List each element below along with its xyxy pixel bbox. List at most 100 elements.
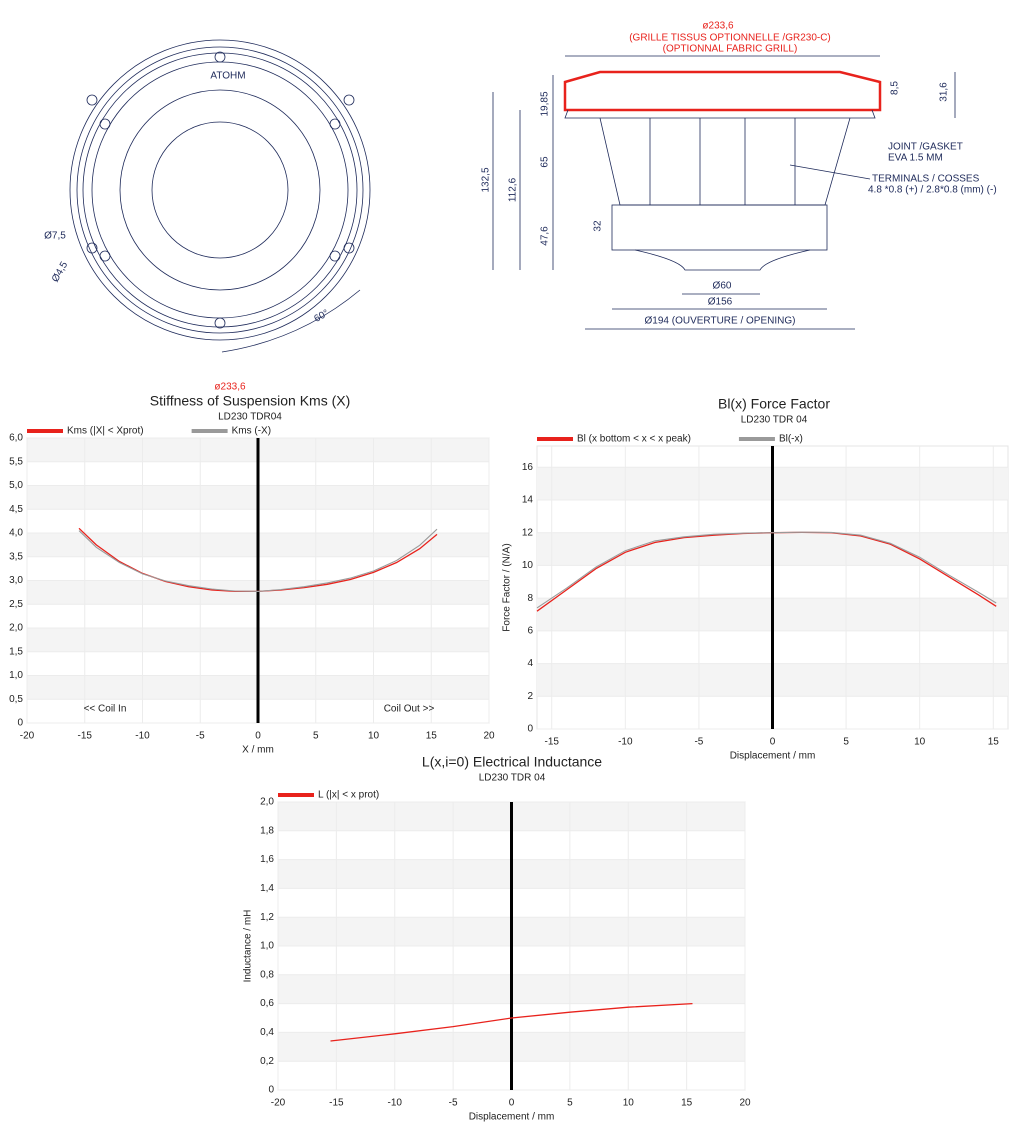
y-tick-label: 0,5 [9,694,23,705]
y-tick-label: 3,0 [9,575,23,586]
y-tick-label: 1,5 [9,646,23,657]
chart-title: L(x,i=0) Electrical Inductance [422,754,602,770]
side-view: ø233,6 (GRILLE TISSUS OPTIONNELLE /GR230… [481,21,997,330]
x-tick-label: 20 [483,731,495,742]
x-axis-label: Displacement / mm [469,1112,555,1123]
x-tick-label: -10 [135,731,150,742]
x-tick-label: 10 [914,737,926,748]
series-line [78,528,438,592]
note: JOINT /GASKET [888,142,963,153]
y-tick-label: 3,5 [9,551,23,562]
y-tick-label: 2,0 [9,623,23,634]
y-tick-label: 0,8 [260,969,274,980]
dimension: 112,6 [508,177,519,202]
dimension: 8,5 [890,81,901,95]
chart: 0 0,5 1,0 1,5 2,0 2,5 3,0 3,5 4,0 4,5 5,0 5,5 6,0 -20… [9,393,495,756]
series-line [536,531,997,609]
y-tick-label: 4,0 [9,528,23,539]
dimension: 132,5 [481,167,492,192]
x-tick-label: 15 [426,731,438,742]
x-tick-label: -5 [694,737,703,748]
chart-subtitle: LD230 TDR 04 [741,415,808,426]
x-tick-label: -15 [329,1098,344,1109]
y-tick-label: 1,0 [260,941,274,952]
dimension: 31,6 [939,82,950,102]
x-tick-label: 15 [988,737,1000,748]
legend-label: Kms (|X| < Xprot) [67,426,144,437]
legend-label: Kms (-X) [232,426,271,437]
x-tick-label: -5 [196,731,205,742]
y-tick-label: 1,6 [260,854,274,865]
y-tick-label: 5,5 [9,456,23,467]
x-tick-label: 20 [739,1098,751,1109]
x-tick-label: 0 [770,737,776,748]
x-tick-label: 0 [255,731,261,742]
dimension: Ø4,5 [50,260,71,285]
y-axis-label: Inductance / mH [243,910,254,983]
note: 4.8 *0.8 (+) / 2.8*0.8 (mm) (-) [868,185,997,196]
x-tick-label: 5 [313,731,319,742]
dimension: Ø156 [708,297,733,308]
x-tick-label: -20 [271,1098,286,1109]
chart: 0 2 4 6 8 10 12 14 16 -15 -10 -5 0 5 10 15 Bl(x) Force F… [502,396,1009,762]
y-tick-label: 2 [527,691,533,702]
chart-subtitle: LD230 TDR04 [218,412,282,423]
y-axis-label: Force Factor / (N/A) [502,543,513,631]
y-tick-label: 1,0 [9,670,23,681]
annotation: Coil Out >> [384,704,435,715]
y-tick-label: 16 [522,462,534,473]
y-tick-label: 10 [522,560,534,571]
y-tick-label: 6,0 [9,433,23,444]
note: EVA 1.5 MM [888,153,943,164]
y-tick-label: 1,4 [260,883,274,894]
series-line [330,1002,693,1042]
y-tick-label: 14 [522,495,534,506]
y-tick-label: 4 [527,658,533,669]
note: (OPTIONNAL FABRIC GRILL) [663,44,798,55]
y-tick-label: 0,6 [260,998,274,1009]
logo: ATOHM [210,71,245,82]
legend-label: Bl(-x) [779,434,803,445]
annotation: << Coil In [84,704,127,715]
x-tick-label: 10 [368,731,380,742]
x-tick-label: -10 [388,1098,403,1109]
note: TERMINALS / COSSES [872,174,980,185]
x-tick-label: -5 [449,1098,458,1109]
y-tick-label: 0 [527,724,533,735]
x-axis-label: X / mm [242,745,274,756]
dimension: 60° [312,308,331,325]
chart-title: Bl(x) Force Factor [718,396,830,412]
dimension: Ø7,5 [44,231,66,242]
y-tick-label: 2,0 [260,797,274,808]
y-tick-label: 6 [527,625,533,636]
x-tick-label: -20 [20,731,35,742]
legend-label: Bl (x bottom < x < x peak) [577,434,691,445]
x-axis-label: Displacement / mm [730,751,816,762]
chart-subtitle: LD230 TDR 04 [479,773,546,784]
dimension: 47,6 [540,226,551,246]
y-tick-label: 4,5 [9,504,23,515]
dimension: 19,85 [540,91,551,116]
x-tick-label: 0 [509,1098,515,1109]
y-tick-label: 0,2 [260,1056,274,1067]
front-view: ATOHM Ø7,5 Ø4,5 60° [44,39,371,353]
legend-label: L (|x| < x prot) [318,790,379,801]
x-tick-label: 15 [681,1098,693,1109]
y-tick-label: 1,2 [260,912,274,923]
y-tick-label: 0 [268,1085,274,1096]
dimension: ø233,6 [702,21,734,32]
dimension: 32 [593,220,604,232]
dimension: Ø194 (OUVERTURE / OPENING) [645,316,796,327]
stray-label: ø233,6 [214,382,246,393]
y-tick-label: 2,5 [9,599,23,610]
y-tick-label: 12 [522,527,534,538]
x-tick-label: -15 [78,731,93,742]
x-tick-label: 5 [567,1098,573,1109]
x-tick-label: -10 [618,737,633,748]
dimension: Ø60 [713,281,732,292]
y-tick-label: 0,4 [260,1027,274,1038]
dimension: 65 [540,156,551,168]
y-tick-label: 8 [527,593,533,604]
chart-title: Stiffness of Suspension Kms (X) [150,393,351,409]
x-tick-label: 5 [843,737,849,748]
